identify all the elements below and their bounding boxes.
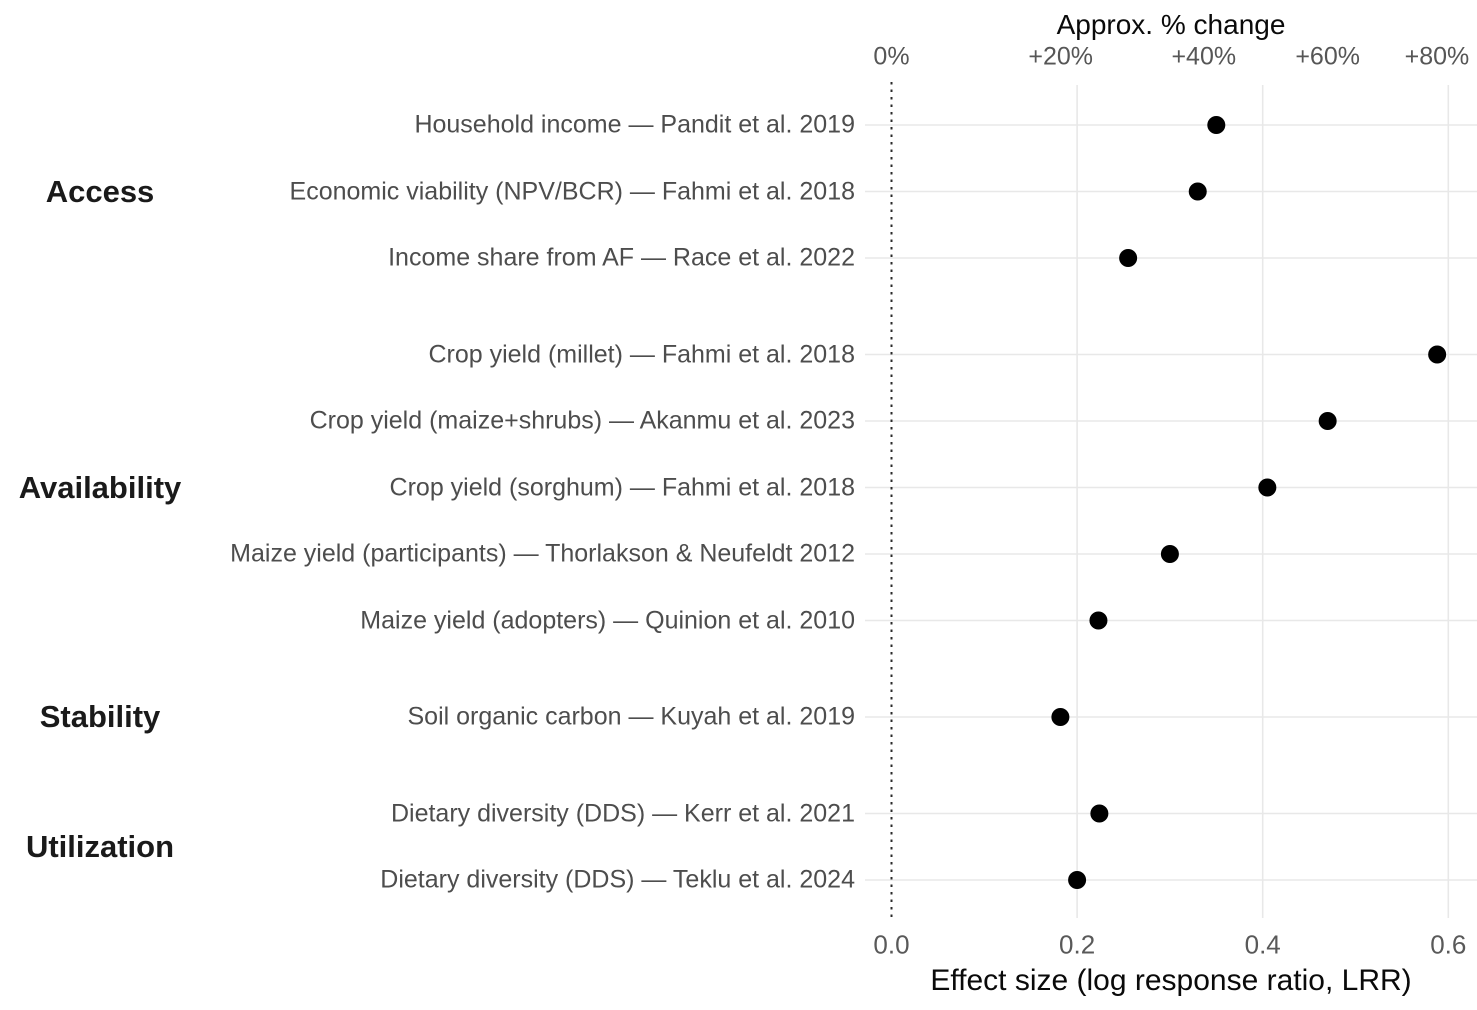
bottom-axis-tick-0.4: 0.4 bbox=[1244, 929, 1281, 960]
data-point bbox=[1051, 708, 1070, 726]
row-label: Household income — Pandit et al. 2019 bbox=[414, 110, 855, 139]
data-point bbox=[1428, 345, 1447, 364]
data-point bbox=[1119, 249, 1138, 267]
category-label-access: Access bbox=[45, 173, 155, 209]
bottom-axis-tick-0.6: 0.6 bbox=[1430, 929, 1467, 960]
data-point bbox=[1160, 545, 1179, 563]
row-label: Dietary diversity (DDS) — Kerr et al. 20… bbox=[390, 799, 855, 827]
row-label: Maize yield (participants) — Thorlakson … bbox=[230, 539, 855, 568]
top-axis-tick-40pct: +40% bbox=[1171, 42, 1237, 71]
row-label: Soil organic carbon — Kuyah et al. 2019 bbox=[407, 702, 856, 731]
top-axis-tick-0pct: 0% bbox=[873, 42, 910, 71]
row-label: Economic viability (NPV/BCR) — Fahmi et … bbox=[289, 177, 855, 205]
category-label-utilization: Utilization bbox=[25, 828, 175, 864]
top-axis-tick-20pct: +20% bbox=[1028, 42, 1093, 71]
data-point bbox=[1207, 116, 1226, 134]
row-label: Crop yield (millet) — Fahmi et al. 2018 bbox=[428, 340, 855, 368]
bottom-axis-tick-0.0: 0.0 bbox=[873, 929, 910, 960]
bottom-axis-tick-0.2: 0.2 bbox=[1059, 929, 1096, 960]
bottom-axis-title: Effect size (log response ratio, LRR) bbox=[930, 964, 1412, 997]
row-label: Income share from AF — Race et al. 2022 bbox=[388, 243, 855, 272]
top-axis-tick-60pct: +60% bbox=[1295, 42, 1360, 71]
data-point bbox=[1188, 182, 1207, 201]
category-label-availability: Availability bbox=[18, 469, 182, 505]
data-point bbox=[1068, 871, 1087, 889]
data-point bbox=[1258, 478, 1277, 497]
data-point bbox=[1090, 804, 1109, 823]
row-label: Crop yield (maize+shrubs) — Akanmu et al… bbox=[309, 406, 855, 435]
row-label: Crop yield (sorghum) — Fahmi et al. 2018 bbox=[389, 473, 855, 501]
data-point bbox=[1318, 412, 1337, 430]
top-axis-title: Approx. % change bbox=[1056, 9, 1286, 40]
top-axis-tick-80pct: +80% bbox=[1404, 42, 1470, 71]
data-point bbox=[1089, 611, 1108, 630]
category-label-stability: Stability bbox=[39, 699, 161, 734]
row-label: Dietary diversity (DDS) — Teklu et al. 2… bbox=[380, 865, 855, 894]
row-label: Maize yield (adopters) — Quinion et al. … bbox=[360, 606, 855, 634]
